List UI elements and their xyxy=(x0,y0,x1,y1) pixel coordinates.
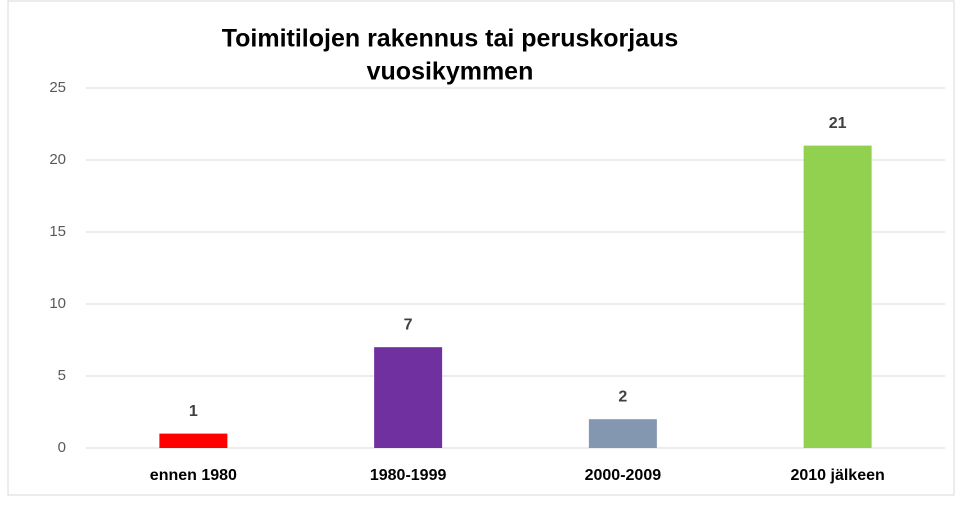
y-tick-label: 5 xyxy=(58,367,66,384)
bar xyxy=(803,145,872,448)
x-tick-label: ennen 1980 xyxy=(150,467,237,484)
chart-title: vuosikymmen xyxy=(367,58,534,86)
bar xyxy=(588,419,657,448)
data-label: 1 xyxy=(189,403,198,420)
bar xyxy=(159,433,228,448)
x-tick-label: 1980-1999 xyxy=(370,467,447,484)
chart-frame xyxy=(7,0,955,496)
x-tick-label: 2000-2009 xyxy=(585,467,662,484)
chart-title: Toimitilojen rakennus tai peruskorjaus xyxy=(222,25,679,53)
bar xyxy=(374,347,443,448)
x-tick-label: 2010 jälkeen xyxy=(790,467,884,484)
y-tick-label: 25 xyxy=(49,79,66,96)
y-tick-label: 15 xyxy=(49,223,66,240)
data-label: 7 xyxy=(404,316,413,333)
data-label: 21 xyxy=(829,115,847,132)
y-tick-label: 0 xyxy=(58,439,66,456)
data-label: 2 xyxy=(618,388,627,405)
y-tick-label: 20 xyxy=(49,151,66,168)
y-tick-label: 10 xyxy=(49,295,66,312)
